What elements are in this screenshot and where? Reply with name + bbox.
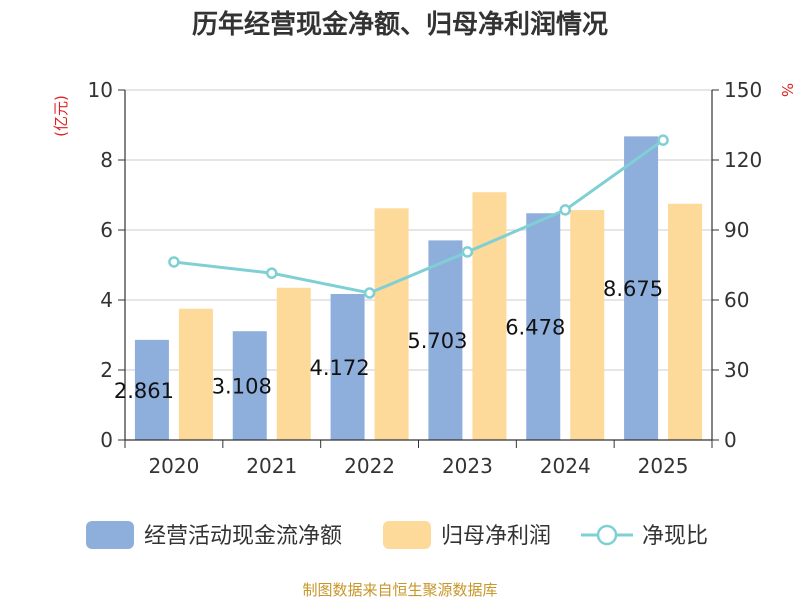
bar-data-label: 6.478 — [505, 316, 565, 340]
bar-net-profit — [570, 210, 605, 440]
left-tick-label: 0 — [100, 428, 113, 452]
legend-label-ratio: 净现比 — [642, 524, 708, 549]
bar-operating-cash-flow — [232, 331, 267, 440]
legend-swatch-net-profit — [383, 521, 431, 549]
x-tick-label: 2022 — [344, 454, 395, 478]
right-tick-label: 150 — [724, 78, 762, 102]
legend-label-operating-cash-flow: 经营活动现金流净额 — [144, 524, 342, 549]
left-tick-label: 6 — [100, 218, 113, 242]
bar-net-profit — [472, 192, 507, 440]
left-tick-label: 2 — [100, 358, 113, 382]
x-tick-label: 2020 — [148, 454, 199, 478]
source-note: 制图数据来自恒生聚源数据库 — [302, 581, 497, 599]
ratio-point — [168, 256, 180, 268]
bar-operating-cash-flow — [330, 293, 365, 440]
bar-data-label: 2.861 — [114, 379, 174, 403]
bar-data-label: 8.675 — [603, 277, 663, 301]
legend-label-net-profit: 归母净利润 — [441, 524, 551, 549]
ratio-point — [266, 267, 278, 279]
left-tick-label: 10 — [88, 78, 113, 102]
right-tick-label: 120 — [724, 148, 762, 172]
right-tick-label: 60 — [724, 288, 749, 312]
gridlines — [125, 89, 712, 371]
legend-marker-ratio — [596, 524, 618, 546]
bar-operating-cash-flow — [134, 339, 169, 440]
axes: 0 0 2 30 4 60 6 90 8 120 10 150 2020 2021 2022 2023 2024… — [88, 78, 763, 478]
x-tick-label: 2025 — [638, 454, 689, 478]
bar-net-profit — [276, 287, 311, 440]
bar-operating-cash-flow — [624, 136, 659, 440]
left-tick-label: 8 — [100, 148, 113, 172]
x-tick-label: 2021 — [246, 454, 297, 478]
x-tick-label: 2023 — [442, 454, 493, 478]
chart-title: 历年经营现金净额、归母净利润情况 — [192, 9, 608, 40]
bars — [134, 136, 703, 440]
bar-operating-cash-flow — [428, 240, 463, 440]
ratio-point — [461, 246, 474, 258]
bar-data-label: 3.108 — [212, 375, 272, 399]
right-axis-unit: % — [778, 83, 796, 97]
right-tick-label: 0 — [724, 428, 737, 452]
right-tick-label: 30 — [724, 358, 749, 382]
bar-net-profit — [374, 208, 409, 440]
left-axis-unit: (亿元) — [52, 95, 70, 137]
bar-data-label: 5.703 — [407, 329, 467, 353]
ratio-line-path — [173, 138, 664, 295]
x-tick-label: 2024 — [540, 454, 591, 478]
left-tick-label: 4 — [100, 288, 113, 312]
data-labels: 2.861 3.108 4.172 5.703 6.478 8.675 — [114, 277, 663, 403]
legend: 经营活动现金流净额 归母净利润 净现比 — [86, 521, 708, 549]
ratio-point — [559, 204, 571, 216]
bar-net-profit — [668, 203, 703, 440]
ratio-line — [168, 134, 669, 299]
bar-data-label: 4.172 — [310, 356, 370, 380]
ratio-point — [657, 134, 669, 146]
bar-operating-cash-flow — [526, 213, 561, 440]
bar-net-profit — [178, 308, 213, 440]
ratio-point — [363, 287, 376, 299]
legend-swatch-operating-cash-flow — [86, 521, 134, 549]
right-tick-label: 90 — [724, 218, 749, 242]
